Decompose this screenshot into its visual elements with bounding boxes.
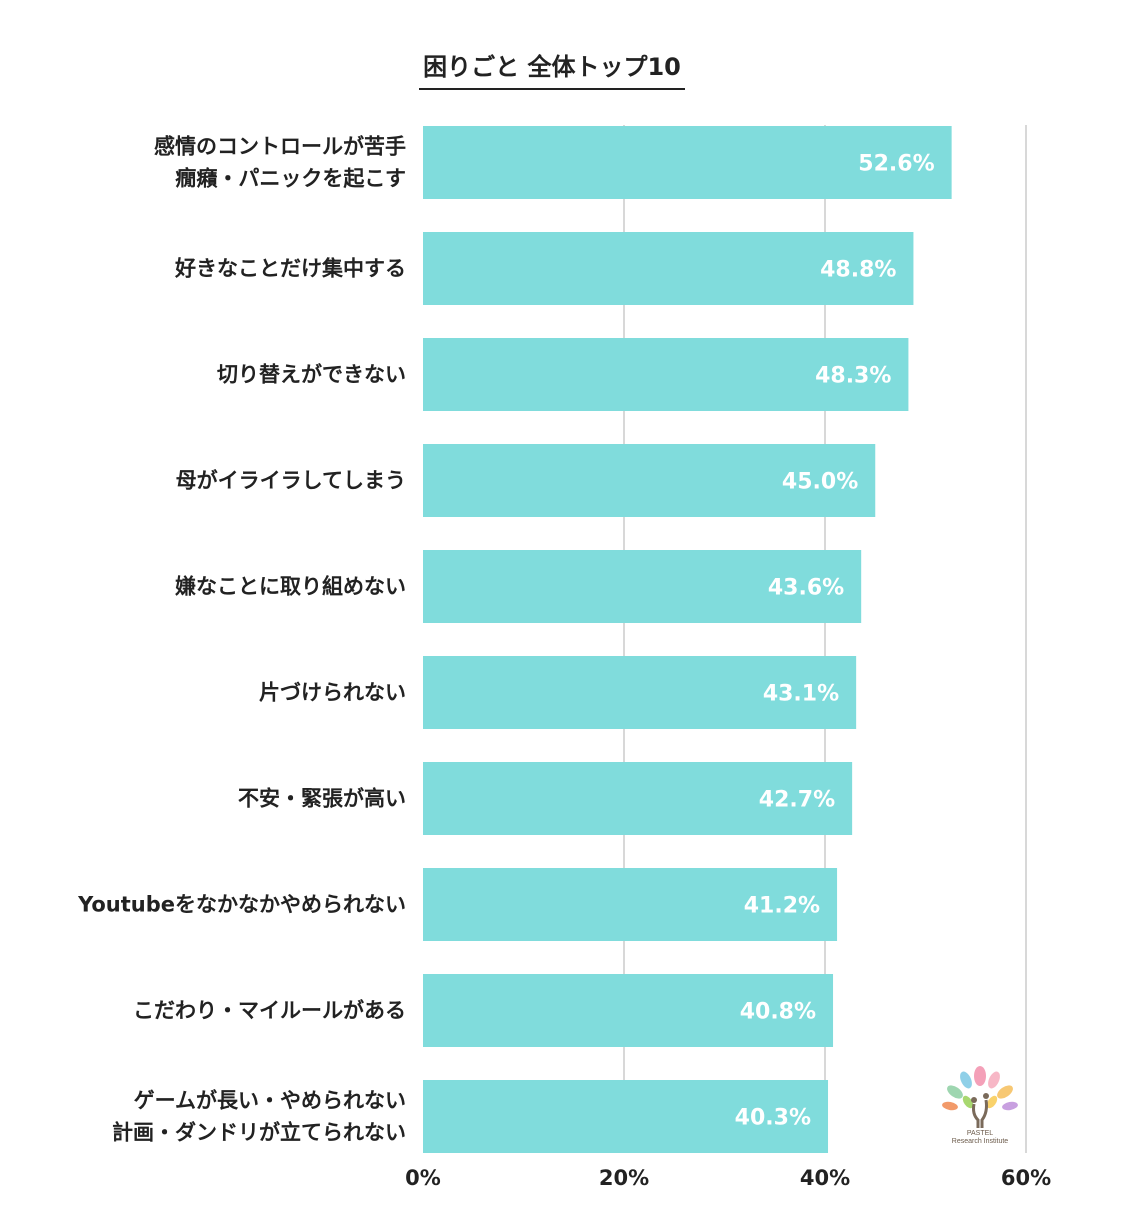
x-tick-label: 60% bbox=[1001, 1166, 1051, 1190]
category-label: ゲームが長い・やめられない bbox=[134, 1089, 406, 1113]
bar bbox=[423, 444, 876, 517]
bars bbox=[423, 126, 952, 1153]
value-label: 41.2% bbox=[744, 894, 820, 919]
value-labels: 52.6% 48.8% 48.3% 45.0% 43.6% 43.1% 42.7% 41.2%… bbox=[735, 152, 935, 1131]
category-label: 好きなことだけ集中する bbox=[174, 257, 406, 281]
chart-title-text: 困りごと 全体トップ10 bbox=[419, 50, 685, 90]
value-label: 43.6% bbox=[768, 576, 844, 601]
category-labels: 感情のコントロールが苦手癇癪・パニックを起こす好きなことだけ集中する切り替えがで… bbox=[77, 135, 406, 1145]
bar bbox=[423, 762, 853, 835]
bar bbox=[423, 1080, 829, 1153]
value-label: 43.1% bbox=[763, 682, 839, 707]
category-label: Youtubeをなかなかやめられない bbox=[77, 893, 406, 917]
bar bbox=[423, 550, 862, 623]
value-label: 48.8% bbox=[820, 258, 896, 283]
pastel-logo-icon bbox=[942, 1066, 1018, 1128]
value-label: 42.7% bbox=[759, 788, 835, 813]
x-tick-label: 40% bbox=[800, 1166, 850, 1190]
bar bbox=[423, 338, 909, 411]
bar bbox=[423, 232, 914, 305]
category-label: 計画・ダンドリが立てられない bbox=[112, 1121, 406, 1145]
bar bbox=[423, 974, 834, 1047]
category-label: 切り替えができない bbox=[217, 363, 406, 387]
value-label: 48.3% bbox=[815, 364, 891, 389]
category-label: 癇癪・パニックを起こす bbox=[175, 167, 406, 191]
x-tick-label: 0% bbox=[405, 1166, 441, 1190]
category-label: 感情のコントロールが苦手 bbox=[154, 135, 406, 159]
x-tick-label: 20% bbox=[599, 1166, 649, 1190]
value-label: 40.8% bbox=[740, 1000, 816, 1025]
chart-title: 困りごと 全体トップ10 bbox=[0, 50, 1104, 90]
bar bbox=[423, 656, 857, 729]
category-label: こだわり・マイルールがある bbox=[133, 999, 406, 1023]
logo-line-1: PASTEL bbox=[966, 1130, 994, 1137]
bar bbox=[423, 868, 838, 941]
value-label: 45.0% bbox=[782, 470, 858, 495]
logo-text: PASTEL Research Institute bbox=[930, 1130, 1030, 1146]
category-label: 母がイライラしてしまう bbox=[176, 469, 406, 493]
category-label: 不安・緊張が高い bbox=[238, 787, 406, 811]
bar bbox=[423, 126, 952, 199]
logo-line-2: Research Institute bbox=[951, 1138, 1009, 1145]
x-axis-ticks: 0% 20% 40% 60% bbox=[405, 1166, 1051, 1190]
category-label: 嫌なことに取り組めない bbox=[175, 575, 406, 599]
category-label: 片づけられない bbox=[259, 681, 406, 705]
value-label: 40.3% bbox=[735, 1106, 811, 1131]
value-label: 52.6% bbox=[858, 152, 934, 177]
